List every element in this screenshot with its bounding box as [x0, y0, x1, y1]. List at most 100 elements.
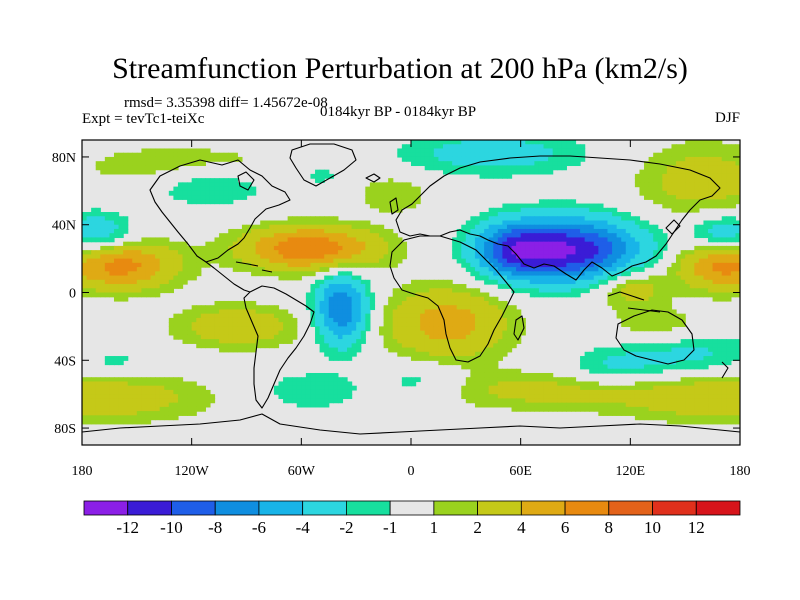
- contour-cell: [648, 305, 654, 311]
- contour-cell: [689, 347, 695, 353]
- contour-cell: [721, 398, 727, 404]
- contour-cell: [191, 381, 197, 387]
- contour-cell: [648, 389, 654, 395]
- contour-cell: [374, 241, 380, 247]
- contour-cell: [159, 254, 165, 260]
- contour-cell: [470, 220, 476, 226]
- contour-cell: [104, 212, 111, 217]
- contour-cell: [580, 381, 586, 387]
- contour-cell: [319, 394, 325, 400]
- contour-cell: [442, 161, 449, 167]
- contour-cell: [726, 216, 732, 222]
- contour-cell: [703, 284, 709, 289]
- contour-cell: [420, 144, 426, 150]
- contour-cell: [644, 241, 650, 247]
- contour-cell: [442, 305, 449, 311]
- contour-cell: [164, 398, 170, 404]
- contour-cell: [305, 245, 312, 251]
- contour-cell: [529, 389, 535, 395]
- contour-cell: [474, 296, 481, 302]
- contour-cell: [429, 326, 435, 332]
- contour-cell: [671, 351, 677, 357]
- contour-cell: [91, 385, 97, 391]
- contour-cell: [502, 398, 508, 404]
- contour-cell: [657, 245, 663, 251]
- contour-cell: [703, 144, 709, 150]
- contour-cell: [717, 360, 723, 366]
- contour-cell: [406, 343, 412, 349]
- contour-cell: [644, 398, 650, 404]
- contour-cell: [534, 212, 540, 217]
- contour-cell: [150, 152, 156, 158]
- contour-cell: [324, 347, 330, 353]
- contour-cell: [511, 237, 517, 243]
- contour-cell: [538, 165, 545, 171]
- contour-cell: [191, 199, 197, 205]
- contour-cell: [182, 317, 188, 323]
- contour-cell: [136, 377, 142, 383]
- contour-cell: [429, 148, 435, 154]
- contour-cell: [625, 216, 631, 222]
- contour-cell: [187, 195, 193, 200]
- contour-cell: [187, 385, 193, 391]
- contour-cell: [123, 262, 129, 268]
- contour-cell: [689, 271, 695, 277]
- contour-cell: [484, 140, 490, 145]
- contour-cell: [616, 258, 622, 264]
- contour-cell: [100, 245, 106, 251]
- contour-cell: [525, 224, 531, 230]
- contour-cell: [593, 279, 599, 285]
- contour-cell: [708, 360, 714, 366]
- contour-cell: [452, 169, 458, 175]
- contour-cell: [164, 161, 170, 167]
- contour-cell: [251, 241, 257, 247]
- contour-cell: [397, 347, 403, 353]
- contour-cell: [484, 271, 490, 277]
- contour-cell: [497, 317, 503, 323]
- contour-cell: [301, 224, 307, 230]
- contour-cell: [456, 241, 462, 247]
- contour-cell: [319, 254, 325, 260]
- contour-cell: [525, 207, 531, 213]
- contour-cell: [548, 406, 554, 412]
- contour-cell: [241, 258, 248, 264]
- contour-cell: [337, 398, 344, 404]
- contour-cell: [411, 356, 417, 361]
- contour-cell: [548, 152, 554, 158]
- contour-cell: [91, 207, 97, 213]
- contour-cell: [612, 212, 618, 217]
- contour-cell: [155, 284, 161, 289]
- contour-cell: [369, 250, 376, 255]
- contour-cell: [333, 398, 339, 404]
- contour-cell: [351, 300, 357, 306]
- contour-cell: [488, 161, 494, 167]
- contour-cell: [429, 351, 435, 357]
- contour-cell: [123, 228, 129, 234]
- contour-cell: [721, 203, 727, 209]
- contour-cell: [465, 343, 471, 349]
- contour-cell: [397, 199, 403, 205]
- contour-cell: [429, 313, 435, 319]
- contour-cell: [214, 258, 220, 264]
- contour-cell: [191, 317, 197, 323]
- contour-cell: [575, 148, 581, 154]
- contour-cell: [689, 284, 695, 289]
- contour-cell: [401, 305, 408, 311]
- contour-cell: [666, 169, 673, 175]
- contour-cell: [488, 402, 494, 408]
- contour-cell: [657, 385, 663, 391]
- contour-cell: [273, 224, 280, 230]
- contour-cell: [625, 241, 631, 247]
- contour-cell: [552, 402, 558, 408]
- contour-cell: [708, 237, 714, 243]
- contour-cell: [653, 402, 659, 408]
- contour-cell: [356, 254, 362, 260]
- contour-cell: [580, 275, 586, 281]
- contour-cell: [657, 237, 663, 243]
- contour-cell: [676, 258, 682, 264]
- contour-cell: [127, 258, 133, 264]
- contour-cell: [388, 339, 394, 344]
- contour-cell: [269, 330, 275, 336]
- contour-cell: [324, 334, 330, 340]
- contour-cell: [502, 169, 508, 175]
